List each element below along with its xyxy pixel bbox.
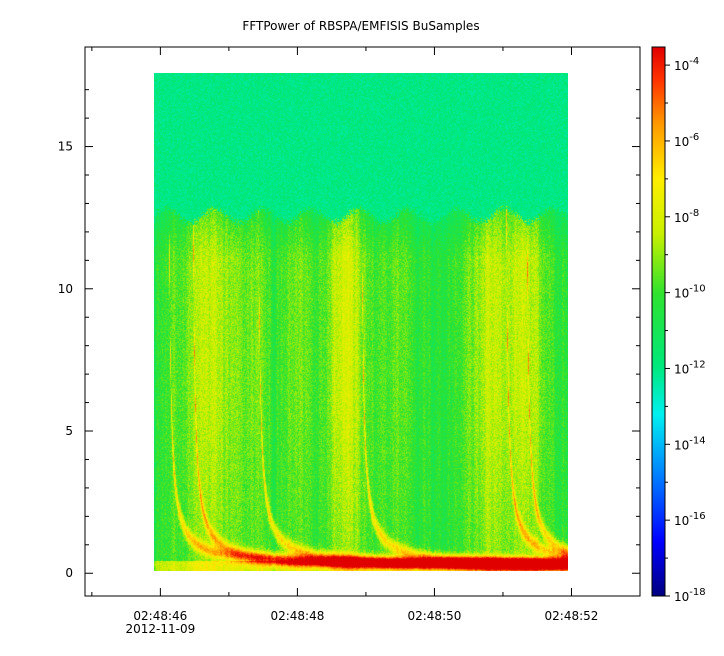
x-tick-label: 02:48:52 — [545, 609, 599, 623]
colorbar-tick-base: 10 — [674, 362, 689, 376]
colorbar-tick-exp: -8 — [689, 208, 699, 219]
x-date-label: 2012-11-09 — [125, 622, 195, 636]
colorbar-tick-base: 10 — [674, 590, 689, 604]
y-tick-label: 10 — [58, 282, 73, 296]
colorbar-tick-exp: -4 — [689, 56, 699, 67]
colorbar-tick-exp: -6 — [689, 132, 699, 143]
colorbar-tick-label: 10-4 — [674, 56, 699, 73]
colorbar-tick-base: 10 — [674, 438, 689, 452]
colorbar-tick-label: 10-18 — [674, 587, 706, 604]
colorbar-tick-exp: -16 — [689, 511, 705, 522]
y-tick-label: 15 — [58, 140, 73, 154]
colorbar-tick-base: 10 — [674, 287, 689, 301]
colorbar-tick-label: 10-6 — [674, 132, 699, 149]
chart-title: FFTPower of RBSPA/EMFISIS BuSamples — [242, 19, 479, 33]
colorbar-tick-exp: -14 — [689, 435, 705, 446]
colorbar-tick-label: 10-12 — [674, 359, 706, 376]
colorbar-tick-label: 10-14 — [674, 435, 706, 452]
colorbar-tick-base: 10 — [674, 59, 689, 73]
colorbar-tick-label: 10-10 — [674, 284, 706, 301]
y-axis: 0 5 10 15 — [58, 89, 640, 580]
colorbar-tick-base: 10 — [674, 135, 689, 149]
y-tick-label: 0 — [65, 566, 73, 580]
colorbar-tick-exp: -10 — [689, 284, 705, 295]
spectrogram-image — [154, 73, 568, 571]
x-tick-label: 02:48:46 — [133, 609, 187, 623]
colorbar-tick-base: 10 — [674, 514, 689, 528]
y-tick-label: 5 — [65, 424, 73, 438]
colorbar-tick-exp: -18 — [689, 587, 705, 598]
x-tick-label: 02:48:48 — [270, 609, 324, 623]
colorbar-tick-label: 10-16 — [674, 511, 706, 528]
colorbar-tick-label: 10-8 — [674, 208, 699, 225]
colorbar-tick-exp: -12 — [689, 359, 705, 370]
colorbar — [651, 46, 666, 597]
colorbar-tick-base: 10 — [674, 211, 689, 225]
x-tick-label: 02:48:50 — [407, 609, 461, 623]
